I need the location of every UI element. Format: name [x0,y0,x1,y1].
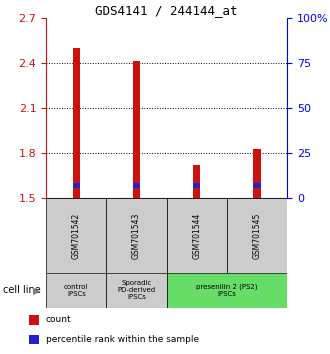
Bar [73,183,80,188]
Text: GSM701543: GSM701543 [132,212,141,259]
Text: cell line: cell line [3,285,41,295]
Text: percentile rank within the sample: percentile rank within the sample [46,335,199,344]
Bar [106,198,167,273]
Bar [167,273,287,308]
Bar [193,165,200,198]
Bar [167,198,227,273]
Bar [133,61,140,198]
Text: GSM701545: GSM701545 [252,212,261,259]
Text: GSM701542: GSM701542 [72,212,81,258]
Title: GDS4141 / 244144_at: GDS4141 / 244144_at [95,4,238,17]
Bar [46,198,106,273]
Bar [29,335,39,344]
Text: control
IPSCs: control IPSCs [64,284,88,297]
Text: presenilin 2 (PS2)
iPSCs: presenilin 2 (PS2) iPSCs [196,284,258,297]
Bar [73,48,80,198]
Text: ▶: ▶ [33,285,41,295]
Text: count: count [46,315,71,325]
Bar [253,183,261,188]
Bar [29,315,39,325]
Bar [133,183,140,188]
Bar [227,198,287,273]
Bar [193,183,200,188]
Bar [106,273,167,308]
Bar [46,273,106,308]
Text: GSM701544: GSM701544 [192,212,201,259]
Text: Sporadic
PD-derived
iPSCs: Sporadic PD-derived iPSCs [117,280,156,300]
Bar [253,149,261,198]
